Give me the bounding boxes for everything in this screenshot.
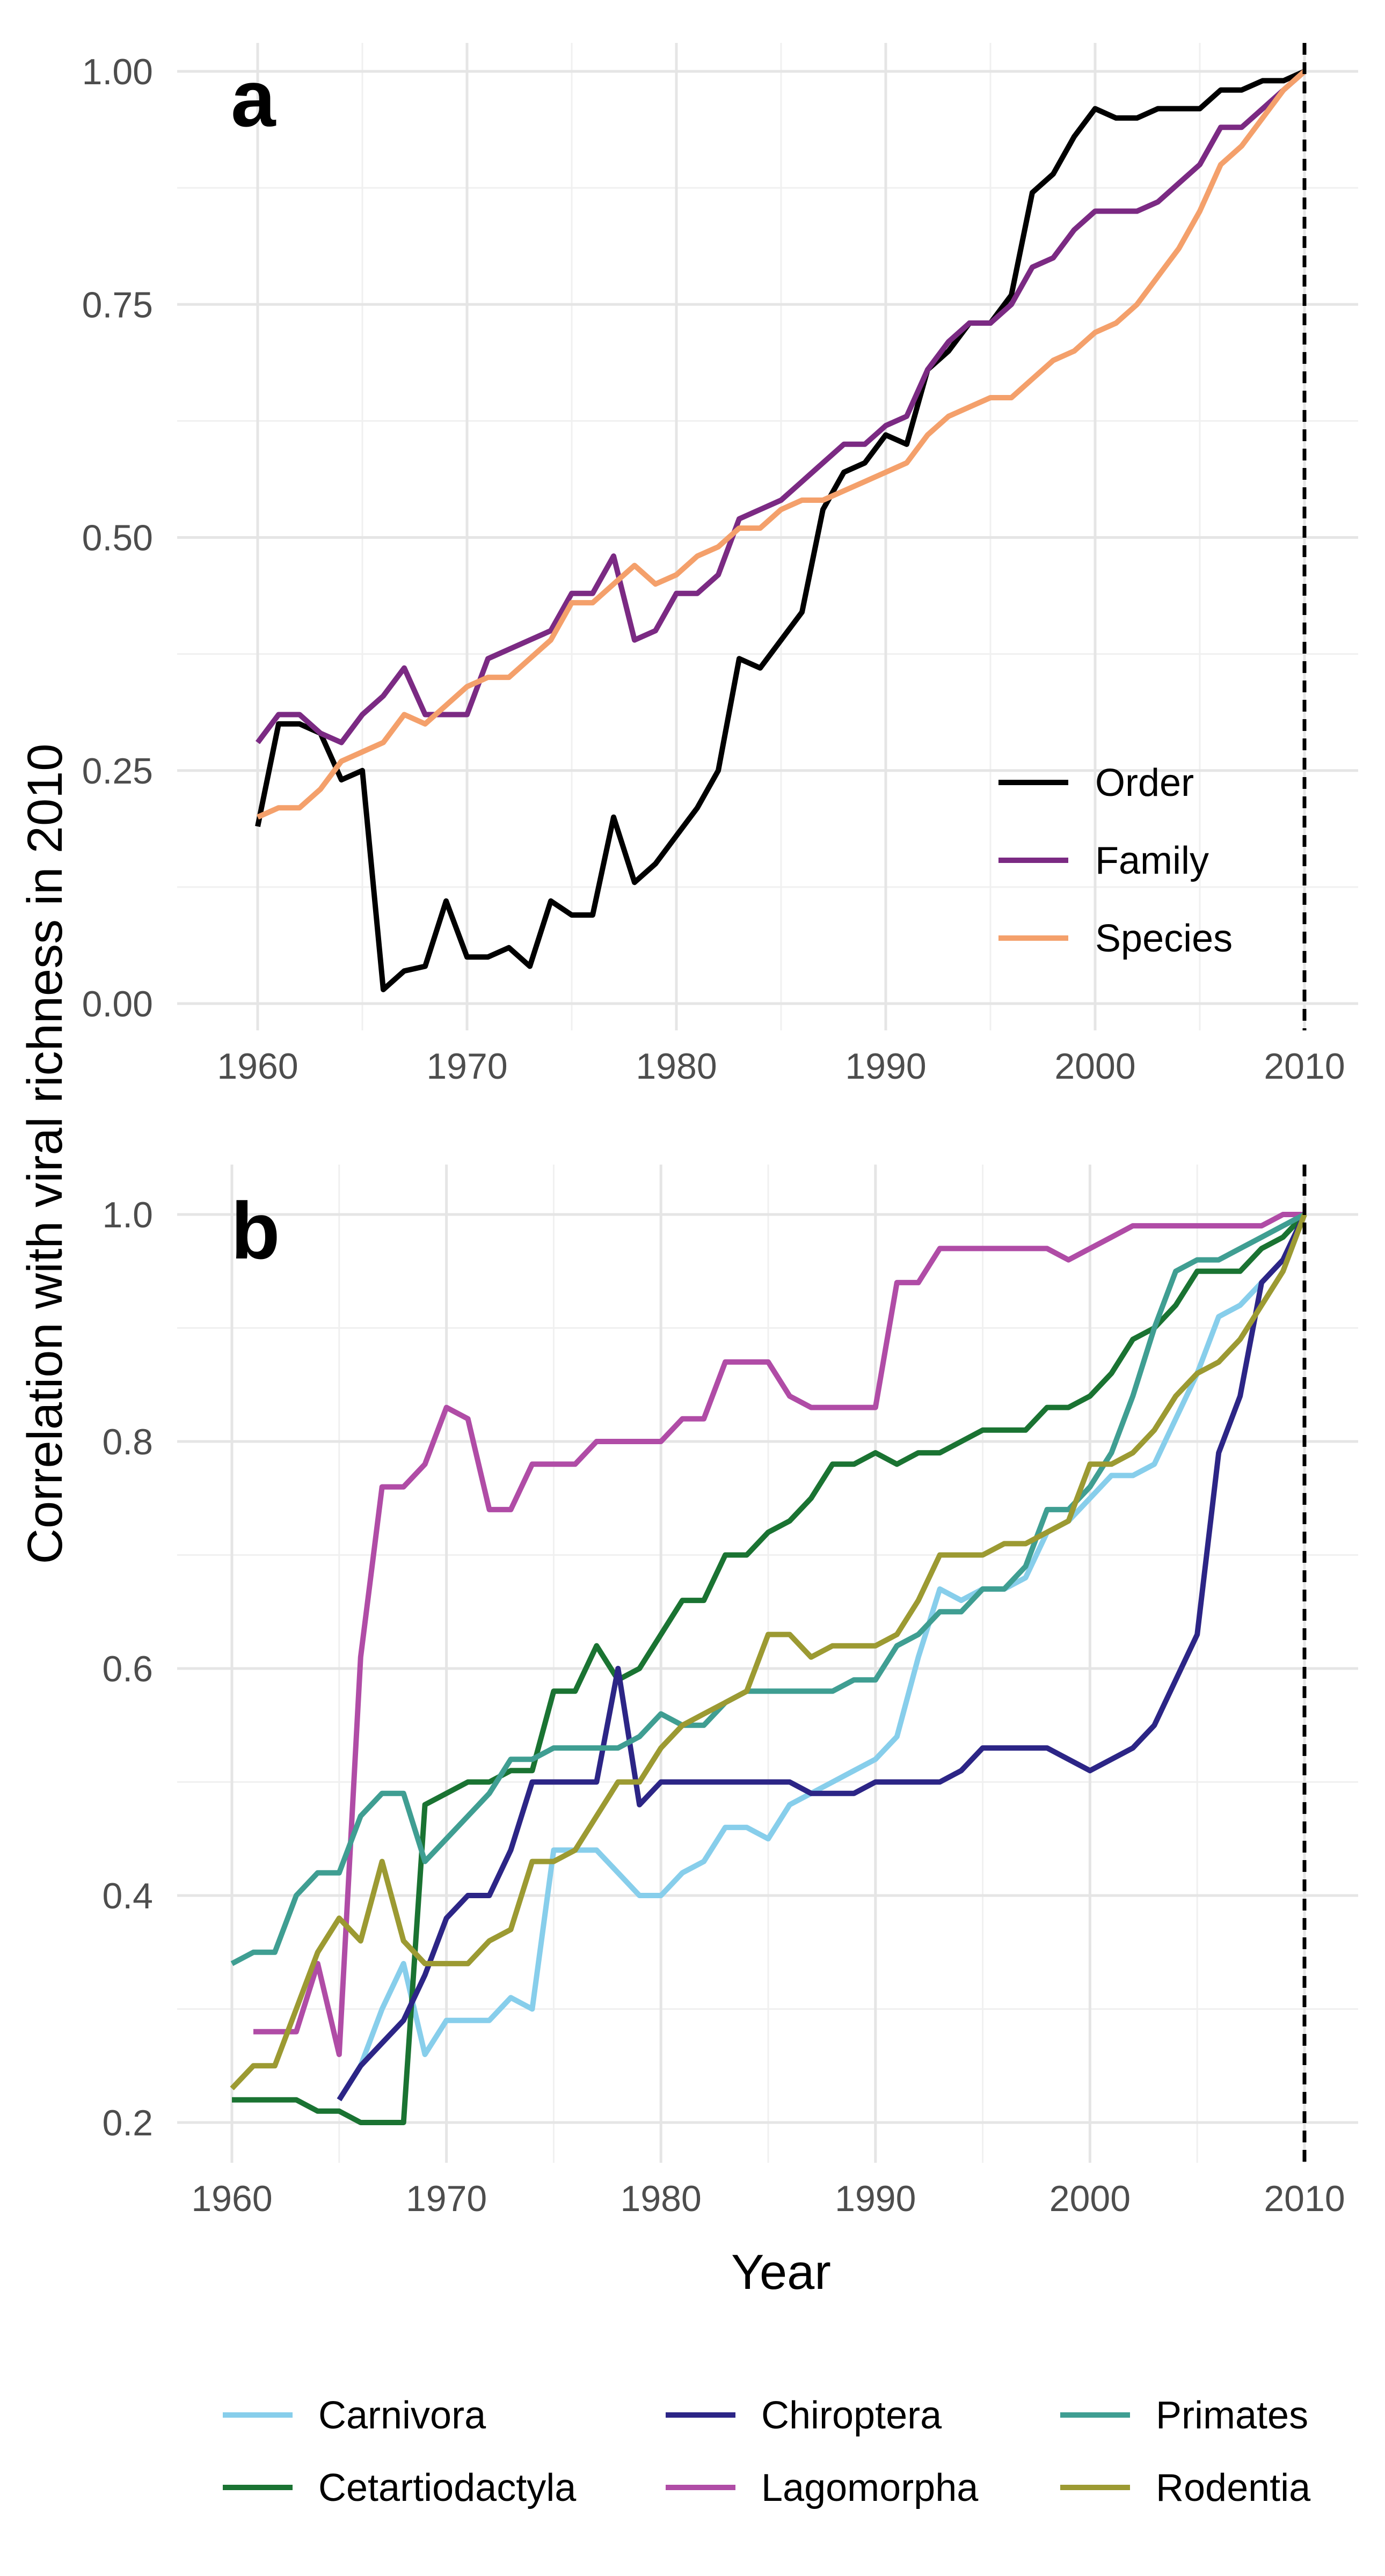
series-line-chiroptera	[337, 1213, 1307, 2102]
y-tick-label: 0.00	[82, 984, 153, 1024]
legend-label-family: Family	[1095, 839, 1209, 882]
legend-label-carnivora: Carnivora	[318, 2394, 486, 2437]
x-axis-title: Year	[731, 2245, 831, 2300]
legend-label-rodentia: Rodentia	[1156, 2467, 1311, 2509]
x-tick-label: 1990	[835, 2178, 916, 2219]
series-line-order	[255, 69, 1306, 992]
series-line-lagomorpha	[253, 1212, 1304, 2058]
x-tick-label: 1990	[845, 1046, 926, 1087]
x-tick-label: 1970	[426, 1046, 507, 1087]
x-tick-label: 2000	[1049, 2178, 1131, 2219]
legend-label-species: Species	[1095, 917, 1233, 960]
y-tick-label: 1.0	[102, 1195, 153, 1235]
x-tick-label: 2010	[1264, 1046, 1345, 1087]
series-line-rodentia	[230, 1213, 1307, 2091]
legend-label-primates: Primates	[1156, 2394, 1308, 2437]
panel-b: 0.2 0.4 0.6 0.8 1.0 1960 1970 1980 1990 2000 2010 b…	[102, 1165, 1358, 2300]
x-tick-label: 2000	[1054, 1046, 1135, 1087]
panel-label: b	[231, 1185, 280, 1276]
x-tick-label: 1980	[636, 1046, 717, 1087]
y-tick-label: 0.4	[102, 1876, 153, 1916]
panel-label: a	[231, 53, 276, 143]
legend-a: Order Family Species	[998, 762, 1233, 960]
y-tick-label: 0.50	[82, 518, 153, 559]
panel-a: 0.00 0.25 0.50 0.75 1.00 1960 1970 1980 1990 2000…	[82, 43, 1358, 1087]
series-line-primates	[230, 1212, 1306, 1966]
y-tick-label: 0.8	[102, 1422, 153, 1462]
x-tick-label: 2010	[1264, 2178, 1345, 2219]
legend-b: Carnivora Cetartiodactyla Chiroptera Lagomo…	[223, 2394, 1311, 2509]
x-tick-label: 1980	[621, 2178, 702, 2219]
series-line-species	[256, 69, 1307, 820]
x-tick-label: 1960	[191, 2178, 272, 2219]
y-tick-label: 1.00	[82, 52, 153, 92]
legend-label-order: Order	[1095, 762, 1194, 804]
legend-label-lagomorpha: Lagomorpha	[761, 2467, 979, 2509]
y-tick-label: 0.25	[82, 751, 153, 792]
x-tick-label: 1970	[406, 2178, 487, 2219]
legend-label-chiroptera: Chiroptera	[761, 2394, 942, 2437]
series-line-cetartiodactyla	[232, 1212, 1307, 2125]
legend-label-cetartiodactyla: Cetartiodactyla	[318, 2467, 577, 2509]
y-axis-title: Correlation with viral richness in 2010	[18, 744, 72, 1564]
y-tick-label: 0.2	[102, 2103, 153, 2143]
x-tick-label: 1960	[217, 1046, 298, 1087]
y-tick-label: 0.6	[102, 1649, 153, 1689]
series-line-carnivora	[337, 1213, 1307, 2102]
y-tick-label: 0.75	[82, 284, 153, 325]
